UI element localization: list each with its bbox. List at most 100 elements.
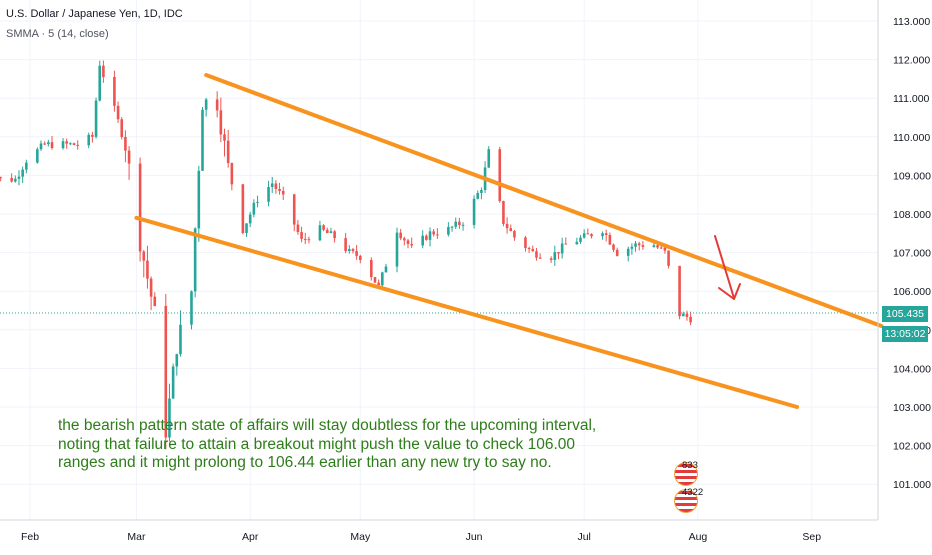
candle-body bbox=[689, 316, 692, 323]
candle-body bbox=[524, 237, 527, 249]
candle-body bbox=[406, 240, 410, 244]
candle-body bbox=[656, 245, 659, 248]
candle-body bbox=[102, 65, 105, 77]
y-tick-label: 109.000 bbox=[893, 170, 931, 182]
candle-body bbox=[318, 225, 322, 241]
candle-body bbox=[168, 398, 171, 438]
candle-body bbox=[325, 229, 329, 234]
y-tick-label: 111.000 bbox=[893, 93, 930, 105]
bar-countdown-label: 13:05:02 bbox=[882, 326, 928, 342]
candle-body bbox=[190, 291, 193, 325]
candle-body bbox=[274, 183, 278, 189]
candle-body bbox=[377, 282, 380, 286]
candle-body bbox=[72, 143, 76, 145]
y-tick-label: 106.000 bbox=[893, 286, 931, 298]
candle-body bbox=[116, 105, 120, 120]
candle-body bbox=[36, 149, 39, 163]
candle-body bbox=[637, 243, 641, 246]
channel-trendline-upper[interactable] bbox=[204, 73, 884, 328]
x-tick-label: Feb bbox=[21, 531, 39, 543]
candle-body bbox=[292, 194, 296, 225]
candle-body bbox=[663, 247, 667, 251]
candle-body bbox=[278, 188, 281, 191]
candle-body bbox=[351, 249, 355, 252]
candle-body bbox=[359, 255, 362, 260]
note-line-1: the bearish pattern state of affairs wil… bbox=[58, 417, 597, 434]
candle-body bbox=[410, 243, 413, 246]
candle-body bbox=[458, 221, 461, 226]
candle-body bbox=[626, 248, 630, 256]
candle-body bbox=[476, 192, 480, 199]
candle-body bbox=[685, 313, 689, 317]
candle-body bbox=[69, 143, 72, 145]
candle-body bbox=[179, 324, 182, 355]
candle-body bbox=[513, 231, 516, 238]
candle-body bbox=[560, 243, 564, 254]
candle-body bbox=[428, 231, 432, 240]
candle-body bbox=[579, 237, 582, 242]
candle-body bbox=[65, 141, 68, 144]
candle-body bbox=[535, 251, 538, 258]
symbol-title[interactable]: U.S. Dollar / Japanese Yen, 1D, IDC bbox=[6, 8, 183, 20]
candle-body bbox=[329, 231, 333, 234]
y-tick-label: 104.000 bbox=[893, 363, 931, 375]
candle-body bbox=[241, 184, 245, 233]
candle-body bbox=[652, 245, 656, 247]
candle-body bbox=[146, 260, 149, 279]
candle-body bbox=[270, 183, 274, 187]
candle-body bbox=[21, 169, 24, 177]
candle-body bbox=[681, 313, 685, 317]
channel-trendline-lower[interactable] bbox=[134, 215, 800, 409]
candle-body bbox=[333, 231, 336, 239]
candle-body bbox=[667, 250, 670, 266]
analysis-note: the bearish pattern state of affairs wil… bbox=[58, 417, 658, 473]
flag-avatar-icon bbox=[674, 489, 698, 513]
candle-body bbox=[193, 228, 197, 292]
candle-body bbox=[25, 162, 28, 170]
down-arrow-icon[interactable] bbox=[714, 235, 741, 300]
candle-body bbox=[505, 223, 509, 229]
candle-body bbox=[608, 234, 612, 245]
x-tick-label: Sep bbox=[802, 531, 821, 543]
candle-body bbox=[215, 99, 219, 111]
y-tick-label: 102.000 bbox=[893, 441, 931, 453]
candle-body bbox=[344, 238, 347, 252]
candle-body bbox=[630, 246, 634, 249]
candle-body bbox=[113, 76, 116, 106]
candle-body bbox=[586, 233, 590, 235]
candle-body bbox=[509, 228, 513, 232]
candle-body bbox=[50, 142, 54, 149]
y-tick-label: 103.000 bbox=[893, 402, 931, 414]
candle-body bbox=[395, 232, 399, 267]
indicator-label[interactable]: SMMA · 5 (14, close) bbox=[6, 28, 109, 40]
candle-body bbox=[91, 134, 94, 137]
last-price-label: 105.435 bbox=[882, 306, 928, 322]
flag-avatar-icon bbox=[674, 462, 698, 486]
y-tick-label: 101.000 bbox=[893, 479, 931, 491]
candle-body bbox=[138, 163, 142, 252]
idea-badge-count: 4322 bbox=[682, 487, 704, 498]
candle-body bbox=[281, 190, 285, 195]
candle-body bbox=[322, 225, 325, 230]
candle-body bbox=[461, 224, 465, 226]
idea-badge[interactable]: 833 bbox=[672, 460, 706, 486]
candle-body bbox=[553, 252, 557, 260]
x-tick-label: Aug bbox=[689, 531, 708, 543]
candle-body bbox=[300, 232, 303, 239]
candle-body bbox=[487, 149, 491, 168]
idea-badge-count: 833 bbox=[682, 460, 698, 471]
candle-body bbox=[175, 354, 179, 367]
candle-body bbox=[153, 296, 157, 306]
candle-body bbox=[127, 150, 131, 164]
idea-badge[interactable]: 4322 bbox=[672, 487, 706, 513]
candles bbox=[0, 60, 692, 450]
candle-body bbox=[171, 366, 175, 399]
trendlines bbox=[0, 73, 884, 409]
x-tick-label: Jul bbox=[577, 531, 590, 543]
candle-body bbox=[480, 190, 483, 193]
candle-body bbox=[201, 109, 204, 171]
candle-body bbox=[43, 143, 46, 145]
candle-body bbox=[370, 259, 373, 278]
candle-body bbox=[590, 234, 593, 237]
